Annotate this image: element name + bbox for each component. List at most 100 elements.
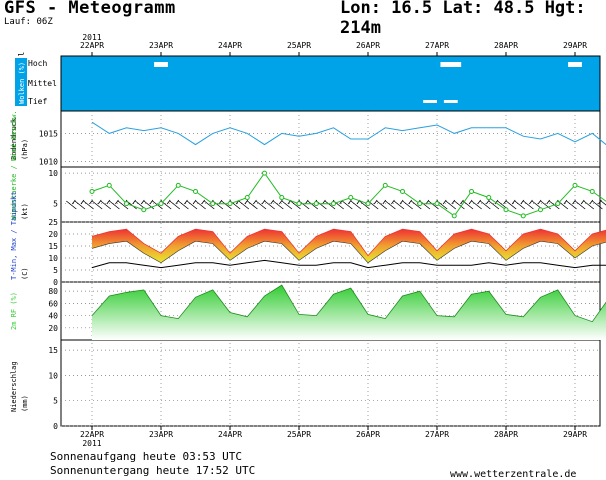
wind-barb — [505, 199, 517, 210]
wind-data-point — [365, 201, 371, 207]
y-tick-label: 40 — [48, 312, 58, 321]
y-tick-label: 10 — [48, 169, 58, 178]
wind-barb — [462, 199, 474, 210]
cloud-label-background — [15, 58, 27, 106]
wind-data-point — [210, 201, 216, 207]
wind-barb — [574, 199, 586, 210]
wind-data-point — [503, 207, 509, 213]
wind-barb — [376, 199, 388, 210]
wind-data-point — [538, 207, 543, 213]
wind-barb — [143, 199, 155, 210]
wind-data-point — [434, 201, 440, 207]
wind-data-point — [486, 195, 492, 201]
x-tick-label-bottom: 29APR — [563, 430, 587, 439]
wind-barb — [402, 199, 413, 210]
year-label-bottom: 2011 — [82, 439, 101, 448]
wind-barb — [264, 199, 275, 210]
wind-data-point — [244, 195, 250, 201]
panel-frame-precipitation — [60, 339, 601, 427]
x-tick-label-bottom: 23APR — [149, 430, 173, 439]
wind-barb — [445, 199, 457, 210]
x-tick-label-bottom: 28APR — [494, 430, 518, 439]
wind-data-point — [400, 188, 405, 194]
y-tick-label: 10 — [48, 371, 58, 380]
panel-frame-wind — [60, 166, 601, 223]
panel-axis-label: 2m RF (%) — [10, 292, 18, 330]
wind-data-point — [469, 188, 474, 194]
y-tick-label: 1015 — [39, 129, 58, 138]
dewpoint-line — [91, 259, 606, 269]
wind-data-point — [89, 188, 95, 194]
y-tick-label: 25 — [48, 218, 58, 227]
x-tick-label-top: 24APR — [218, 41, 242, 50]
humidity-line — [91, 284, 606, 323]
wind-data-point — [331, 201, 336, 207]
wind-barb — [247, 199, 258, 210]
x-tick-label-bottom: 24APR — [218, 430, 242, 439]
panel-axis-label: Windstaerke / Wind Geschw. — [10, 110, 18, 220]
y-tick-label: 5 — [53, 266, 58, 275]
x-tick-label-top: 25APR — [287, 41, 311, 50]
wind-barb — [488, 199, 500, 210]
pressure-series-line — [91, 121, 606, 146]
humidity-area — [92, 285, 606, 340]
wind-barb — [66, 199, 77, 210]
wind-data-point — [382, 182, 388, 188]
panel-axis-label: T-Min, Max / Taupunkt — [10, 191, 18, 280]
panel-axis-label: (C) — [21, 267, 29, 280]
x-tick-label-top: 27APR — [425, 41, 449, 50]
sunrise-text: Sonnenaufgang heute 03:53 UTC — [50, 450, 243, 463]
wind-data-point — [348, 195, 354, 201]
cloud-level-label: Mittel — [28, 79, 57, 88]
model-run-label: Lauf: 06Z — [4, 17, 53, 27]
wind-data-point — [124, 201, 129, 207]
wind-data-point — [520, 213, 526, 219]
wind-barb — [186, 199, 198, 210]
wind-data-point — [451, 213, 457, 219]
wind-data-point — [417, 201, 423, 207]
y-tick-label: 1010 — [39, 157, 58, 166]
wind-barb — [83, 199, 94, 210]
wind-barb — [109, 199, 120, 210]
wind-barb — [255, 199, 267, 210]
low-cloud-gap — [423, 100, 437, 103]
temperature-min-line — [91, 240, 606, 264]
wind-data-point — [193, 188, 198, 194]
wind-data-point — [555, 201, 561, 207]
wind-barb — [195, 199, 206, 210]
y-tick-label: 5 — [53, 200, 58, 209]
wind-barb — [169, 199, 181, 210]
y-tick-label: 5 — [53, 397, 58, 406]
y-tick-label: 10 — [48, 254, 58, 263]
x-tick-label-bottom: 22APR — [80, 430, 104, 439]
cloud-level-label: Tief — [28, 97, 47, 106]
wind-barb — [273, 199, 284, 210]
panel-axis-label: (mm) — [21, 395, 29, 412]
cloud-cover-fill — [61, 56, 600, 111]
cloud-level-label: Hoch — [28, 59, 47, 68]
location-coordinates: Lon: 16.5 Lat: 48.5 Hgt: 214m — [340, 0, 586, 38]
y-tick-label: 0 — [53, 422, 58, 431]
wind-barb — [566, 199, 577, 210]
panel-axis-label: Bodendruck — [10, 117, 18, 160]
high-cloud-gap — [154, 62, 168, 67]
chart-title: GFS - Meteogramm — [4, 0, 176, 18]
wind-barb — [100, 199, 112, 210]
x-tick-label-top: 22APR — [80, 41, 104, 50]
wind-data-point — [227, 201, 233, 207]
wind-barb — [583, 199, 595, 210]
x-tick-label-top: 29APR — [563, 41, 587, 50]
temperature-range-band — [92, 229, 606, 263]
cloud-panel-label: Wolken (%) — [18, 62, 26, 104]
y-tick-label: 20 — [48, 230, 58, 239]
wind-data-point — [158, 201, 164, 207]
x-tick-label-top: 26APR — [356, 41, 380, 50]
website-link[interactable]: www.wetterzentrale.de — [450, 469, 577, 480]
wind-data-point — [313, 201, 319, 207]
x-tick-label-top: 23APR — [149, 41, 173, 50]
low-cloud-gap — [443, 100, 458, 103]
high-cloud-gap — [568, 62, 582, 67]
wind-barb — [480, 199, 491, 210]
wind-barb — [238, 199, 250, 210]
